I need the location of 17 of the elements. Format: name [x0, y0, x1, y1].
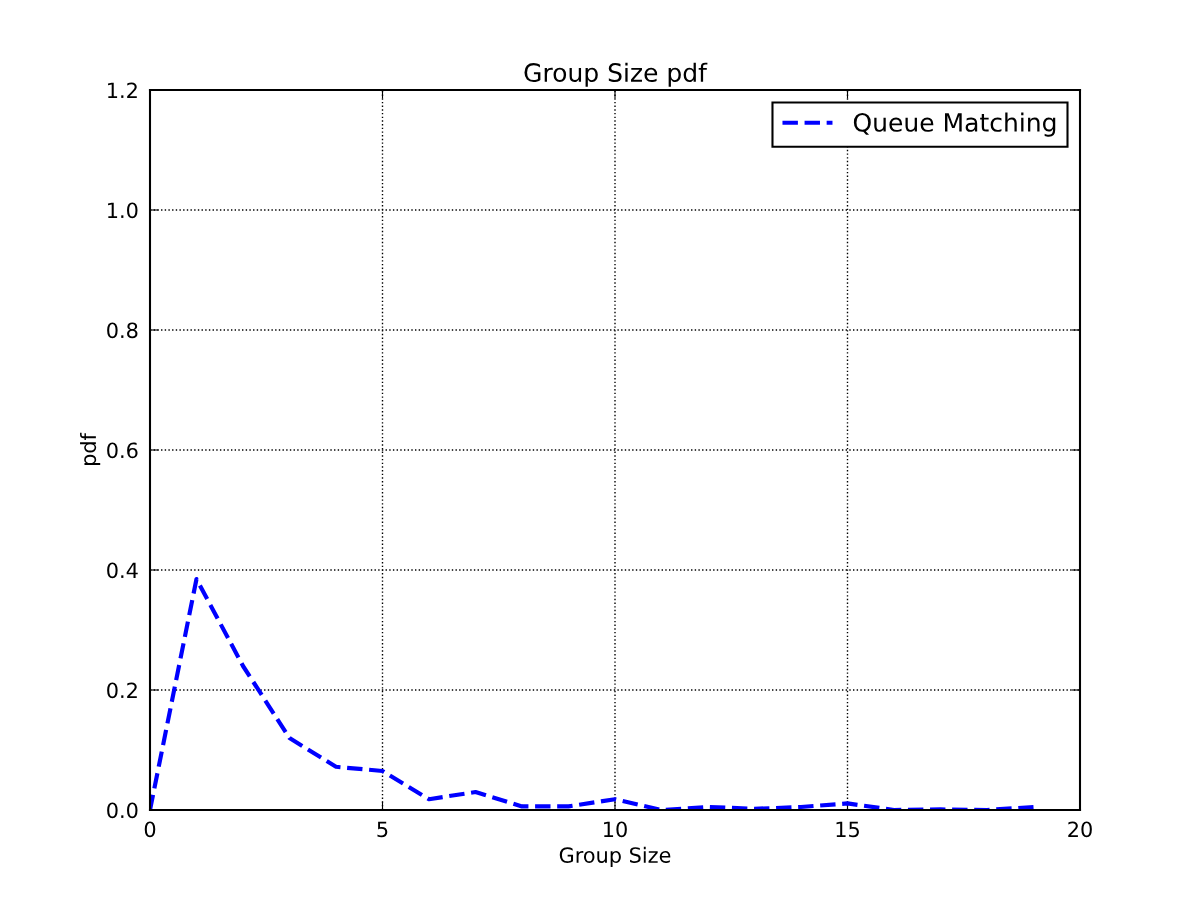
- chart-title: Group Size pdf: [524, 62, 708, 87]
- x-tick-label: 15: [836, 821, 859, 838]
- line-series: [150, 576, 1036, 810]
- y-tick-label: 0.4: [107, 562, 138, 579]
- legend-label: Queue Matching: [853, 112, 1056, 137]
- y-tick-label: 0.8: [107, 322, 138, 339]
- y-tick-label: 1.0: [108, 202, 138, 219]
- x-axis-title: Group Size: [559, 846, 671, 867]
- y-tick-label: 0.6: [107, 442, 138, 459]
- x-tick-label: 20: [1068, 821, 1092, 838]
- x-tick-label: 0: [144, 821, 156, 838]
- y-axis-title: pdf: [80, 432, 101, 465]
- y-tick-label: 1.2: [108, 82, 137, 98]
- y-tick-label: 0.0: [107, 802, 138, 819]
- x-tick-label: 5: [377, 821, 388, 838]
- y-tick-label: 0.2: [107, 682, 137, 699]
- x-tick-label: 10: [604, 821, 627, 838]
